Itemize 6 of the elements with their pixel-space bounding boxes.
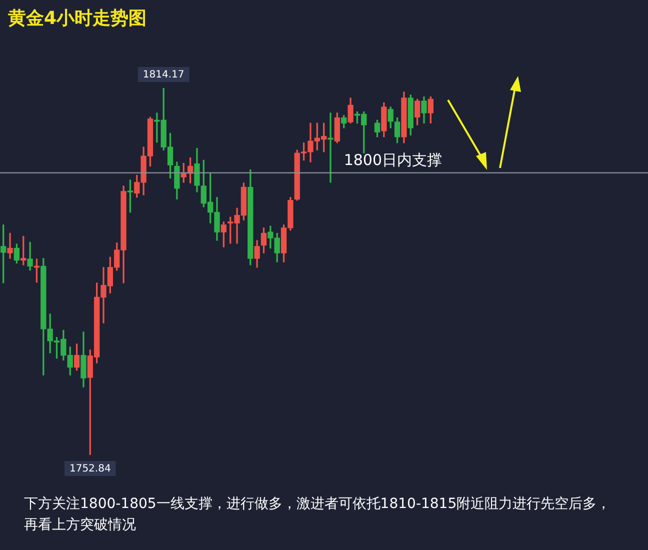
ref-line-label: 1800日内支撑 (344, 151, 442, 170)
chart-title: 黄金4小时走势图 (8, 7, 147, 30)
candlestick (7, 232, 13, 259)
text: 下方关注1800-1805一线支撑，进行做多，激进者可依托1810-1815附近阻力进行先空后多，再看上方突破情况 (24, 495, 612, 535)
annotation: 1752.84 (69, 464, 111, 475)
annotation: 1814.17 (142, 70, 184, 81)
